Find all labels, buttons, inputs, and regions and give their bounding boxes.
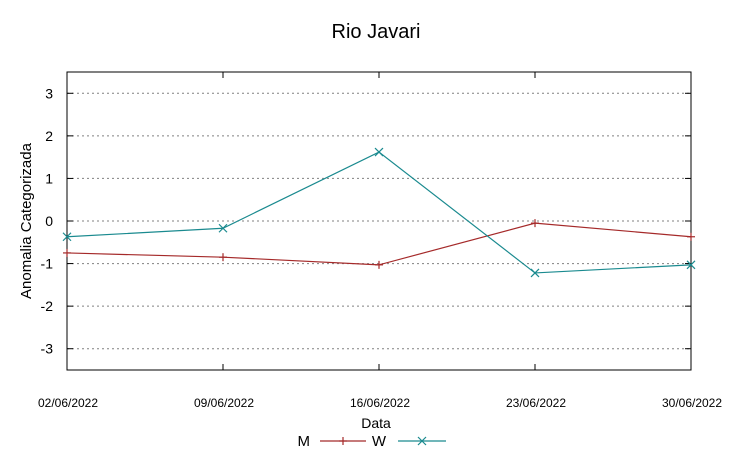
y-tick-label: 2 [45,128,53,144]
legend-marker [339,437,347,445]
data-point-w [530,268,540,278]
data-point-w [686,260,696,270]
series-line-w [66,151,692,274]
series-line-m [66,222,692,266]
y-tick-label: -3 [41,341,54,357]
data-point-m [687,232,695,241]
legend-marker [417,436,427,446]
data-point-w [374,147,384,157]
legend-label: W [372,433,387,450]
y-tick-label: -1 [41,256,54,272]
y-tick-label: 3 [45,85,53,101]
y-axis-ticks: 3 2 1 0 -1 -2 -3 [41,85,691,357]
x-tick-label: 30/06/2022 [662,396,722,410]
grid-lines [67,92,691,350]
x-tick-label: 23/06/2022 [506,396,566,410]
x-axis-ticks: 02/06/2022 09/06/2022 16/06/2022 23/06/2022… [38,72,722,410]
plot-area-frame [66,71,692,371]
y-tick-label: 1 [45,170,53,186]
data-point-m [531,219,539,228]
series-layer [62,147,696,278]
data-point-w [218,223,228,233]
x-tick-label: 02/06/2022 [38,396,98,410]
legend-entry-w: W [372,433,446,450]
x-tick-label: 16/06/2022 [350,396,410,410]
x-axis-label: Data [361,415,391,431]
data-point-m [375,260,383,269]
chart-title: Rio Javari [332,21,421,43]
y-tick-label: 0 [45,213,53,229]
legend-label: M [298,433,311,450]
data-point-m [63,248,71,257]
data-point-w [62,232,72,242]
y-axis-label: Anomalia Categorizada [18,142,35,299]
x-tick-label: 09/06/2022 [194,396,254,410]
legend-entry-m: M [298,433,366,450]
data-point-m [219,253,227,262]
y-tick-label: -2 [41,298,54,314]
